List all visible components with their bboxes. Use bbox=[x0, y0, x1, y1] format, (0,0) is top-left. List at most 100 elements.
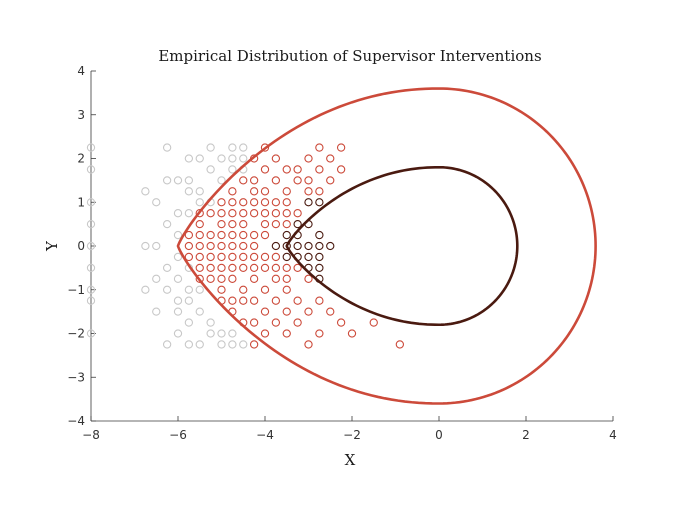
data-point bbox=[228, 219, 237, 229]
x-tick-label: 2 bbox=[522, 428, 530, 442]
data-point bbox=[315, 263, 324, 273]
data-point bbox=[260, 219, 270, 229]
data-point bbox=[141, 285, 150, 294]
data-point bbox=[206, 274, 215, 283]
data-point bbox=[228, 209, 237, 218]
data-point bbox=[184, 340, 194, 349]
data-point bbox=[141, 241, 150, 251]
data-point bbox=[217, 329, 226, 338]
data-point bbox=[249, 263, 259, 273]
data-point bbox=[239, 143, 248, 152]
data-point bbox=[86, 165, 96, 174]
data-point bbox=[86, 143, 96, 152]
x-tick-label: 0 bbox=[435, 428, 443, 442]
data-point bbox=[304, 307, 313, 316]
data-point bbox=[326, 176, 335, 185]
data-point bbox=[315, 252, 324, 262]
data-point bbox=[249, 340, 259, 349]
data-point bbox=[217, 154, 226, 163]
data-point bbox=[260, 263, 270, 273]
data-point bbox=[282, 187, 291, 196]
data-point bbox=[260, 252, 270, 262]
data-point bbox=[184, 296, 194, 305]
data-point bbox=[173, 209, 183, 218]
data-point bbox=[271, 252, 281, 262]
data-point bbox=[239, 154, 248, 163]
data-point bbox=[304, 187, 313, 196]
data-point bbox=[249, 296, 259, 305]
data-point bbox=[239, 219, 248, 229]
data-point bbox=[282, 285, 291, 294]
y-tick-label: 2 bbox=[77, 152, 85, 166]
data-point bbox=[347, 329, 357, 338]
data-point bbox=[239, 230, 248, 240]
data-point bbox=[293, 263, 302, 273]
data-point bbox=[162, 219, 172, 229]
data-point bbox=[162, 340, 172, 349]
y-tick-label: −4 bbox=[67, 414, 85, 428]
contour-outer bbox=[176, 87, 597, 405]
data-point bbox=[282, 198, 291, 207]
data-point bbox=[184, 241, 194, 251]
data-point bbox=[271, 219, 281, 229]
data-point bbox=[293, 165, 302, 174]
data-point bbox=[228, 274, 237, 283]
data-point bbox=[293, 296, 302, 305]
data-point bbox=[152, 274, 161, 283]
data-point bbox=[239, 296, 248, 305]
data-point bbox=[86, 241, 96, 251]
data-point bbox=[152, 241, 161, 251]
data-point bbox=[260, 307, 270, 316]
data-point bbox=[239, 176, 248, 185]
data-point bbox=[282, 165, 291, 174]
data-point bbox=[162, 143, 172, 152]
data-point bbox=[206, 241, 215, 251]
data-point bbox=[249, 187, 259, 196]
data-point bbox=[173, 230, 183, 240]
data-point bbox=[315, 198, 324, 207]
data-point bbox=[162, 263, 172, 273]
data-point bbox=[228, 187, 237, 196]
data-point bbox=[228, 143, 237, 152]
data-point bbox=[282, 209, 291, 218]
data-point bbox=[239, 285, 248, 294]
data-point bbox=[282, 230, 291, 240]
data-point bbox=[239, 340, 248, 349]
data-point bbox=[206, 143, 215, 152]
data-point bbox=[260, 165, 270, 174]
data-point bbox=[249, 230, 259, 240]
data-point bbox=[206, 329, 215, 338]
data-point bbox=[315, 329, 324, 338]
y-tick-label: 4 bbox=[77, 64, 85, 78]
data-point bbox=[239, 209, 248, 218]
data-point bbox=[173, 176, 183, 185]
data-point bbox=[249, 176, 259, 185]
data-point bbox=[282, 241, 291, 251]
data-point bbox=[184, 176, 194, 185]
data-point bbox=[293, 241, 302, 251]
data-point bbox=[195, 198, 204, 207]
data-point bbox=[162, 285, 172, 294]
data-point bbox=[315, 230, 324, 240]
data-point bbox=[293, 176, 302, 185]
data-point bbox=[184, 230, 194, 240]
data-point bbox=[315, 165, 324, 174]
data-point bbox=[249, 274, 259, 283]
data-point bbox=[271, 263, 281, 273]
data-point bbox=[184, 318, 194, 327]
chart-title: Empirical Distribution of Supervisor Int… bbox=[158, 47, 541, 65]
data-point bbox=[173, 274, 183, 283]
data-point bbox=[228, 296, 237, 305]
x-tick-label: −8 bbox=[82, 428, 100, 442]
y-ticks: −4 −3 −2 −1 0 1 2 3 4 bbox=[67, 64, 96, 428]
data-point bbox=[271, 176, 281, 185]
data-point bbox=[271, 209, 281, 218]
data-point bbox=[228, 340, 237, 349]
data-point bbox=[217, 198, 226, 207]
data-point bbox=[249, 318, 259, 327]
data-point bbox=[228, 263, 237, 273]
data-point bbox=[173, 296, 183, 305]
data-point bbox=[315, 187, 324, 196]
data-point bbox=[195, 241, 204, 251]
